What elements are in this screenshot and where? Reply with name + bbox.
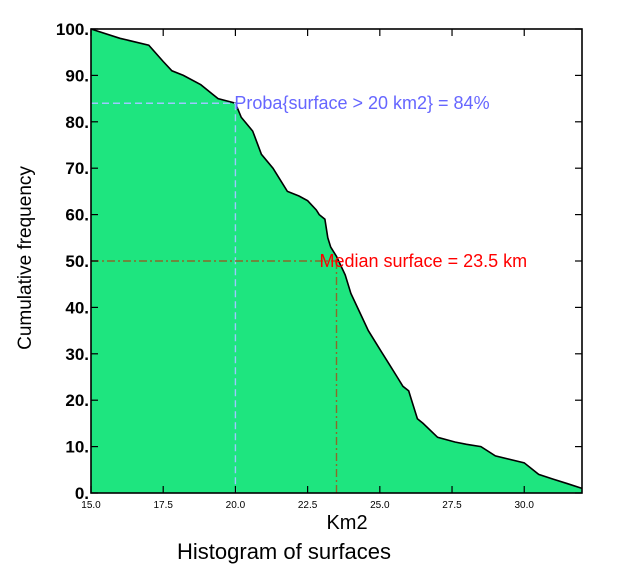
y-tick-label: 30. [65,345,89,364]
y-tick-label: 10. [65,438,89,457]
axes: 0. 10. 20. 30. 40. 50. 60. 70. 80. 90. 100. 15.0 17.… [56,20,583,511]
y-tick-label: 20. [65,391,89,410]
x-tick-label: 25.0 [370,500,390,511]
x-tick-label: 17.5 [153,500,173,511]
x-tick-label: 27.5 [442,500,462,511]
x-axis-label: Km2 [326,512,367,534]
y-tick-label: 80. [65,113,89,132]
annotation-text-2: Median surface = 23.5 km [320,251,528,271]
y-axis-label: Cumulative frequency [15,166,36,350]
y-tick-label: 90. [65,66,89,85]
x-tick-label: 22.5 [298,500,318,511]
chart-title: Histogram of surfaces [177,539,391,564]
annotation-text-1: Proba{surface > 20 km2} = 84% [234,93,489,113]
y-tick-label: 60. [65,206,89,225]
plot-area [90,28,583,493]
y-tick-label: 0. [75,484,89,503]
cumulative-line [90,28,583,490]
y-tick-label: 50. [65,252,89,271]
y-tick-label: 70. [65,159,89,178]
y-tick-label: 100. [56,20,89,39]
x-tick-label: 20.0 [226,500,246,511]
y-tick-label: 40. [65,298,89,317]
x-tick-label: 30.0 [515,500,535,511]
x-tick-label: 15.0 [81,500,101,511]
